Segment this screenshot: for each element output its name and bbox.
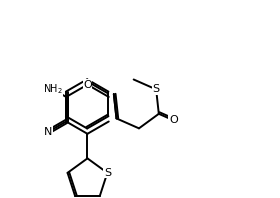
Text: O: O (83, 80, 92, 90)
Text: O: O (169, 115, 178, 125)
Text: S: S (104, 168, 111, 178)
Text: NH$_2$: NH$_2$ (43, 82, 63, 96)
Text: S: S (153, 84, 160, 94)
Text: N: N (44, 127, 52, 137)
